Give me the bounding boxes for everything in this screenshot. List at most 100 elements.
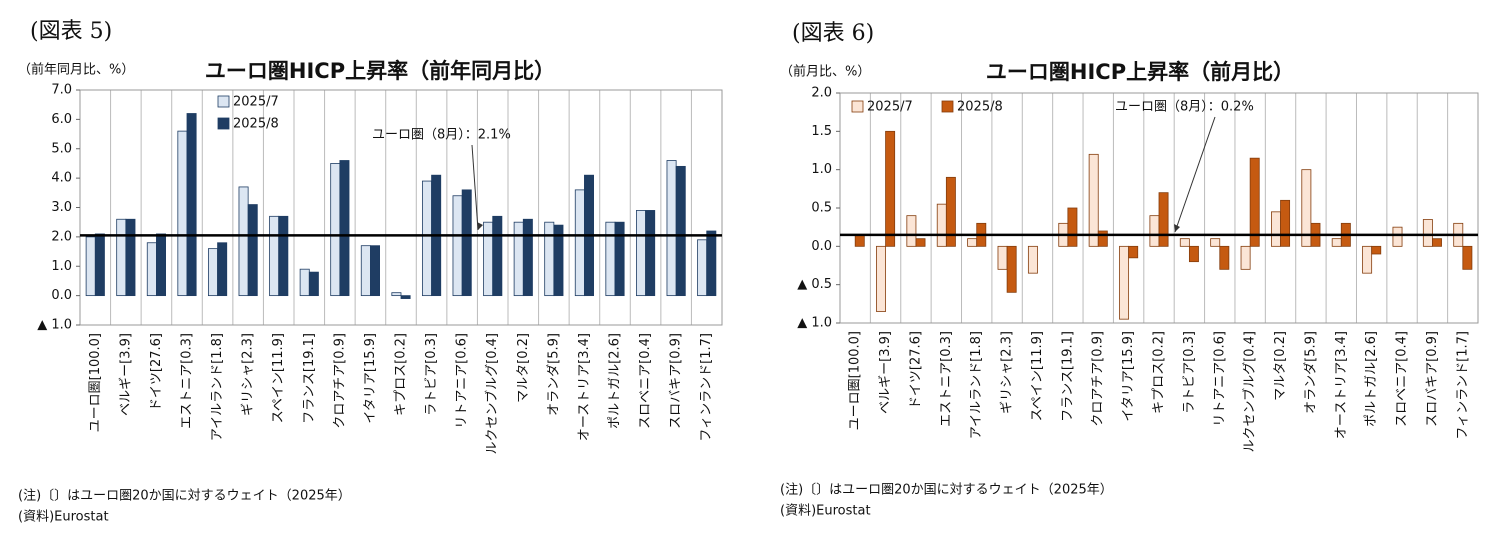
bar	[1331, 238, 1342, 247]
bar	[269, 215, 280, 297]
x-tick-label: リトアニア[0.6]	[1212, 331, 1227, 427]
bar	[1067, 207, 1078, 247]
x-tick-label: ラトビア[0.3]	[1182, 331, 1197, 414]
x-tick-label: クロアチア[0.9]	[1091, 331, 1106, 427]
bar	[936, 203, 947, 247]
bar	[675, 165, 686, 297]
bar	[360, 245, 371, 297]
legend-label: 2025/8	[233, 117, 279, 132]
annotation-arrowhead	[1174, 224, 1180, 232]
bar	[1128, 245, 1139, 259]
figure-label: (図表 6)	[792, 21, 874, 46]
x-tick-label: フィンランド[1.7]	[699, 333, 714, 442]
note: (注)〔〕はユーロ圏20か国に対するウェイト（2025年）	[780, 483, 1113, 498]
y-tick-label: 0.0	[51, 288, 72, 303]
bar	[85, 236, 96, 297]
legend-swatch	[941, 100, 954, 113]
bar	[1371, 245, 1382, 255]
x-tick-label: エストニア[0.3]	[939, 331, 954, 427]
bar	[915, 238, 926, 247]
bar	[1240, 245, 1251, 270]
legend-label: 2025/7	[233, 95, 279, 110]
y-tick-label: ▲ 0.5	[797, 277, 832, 292]
y-tick-label: 5.0	[51, 141, 72, 156]
bar	[1362, 245, 1373, 274]
bar	[1006, 245, 1017, 293]
bar	[1219, 245, 1230, 270]
y-tick-label: 1.0	[811, 162, 832, 177]
bar	[906, 215, 917, 247]
x-tick-label: ベルギー[3.9]	[118, 333, 133, 416]
bar	[1088, 153, 1099, 247]
x-tick-label: スロベニア[0.4]	[1395, 331, 1410, 427]
bar	[330, 163, 341, 297]
y-tick-label: 2.0	[811, 86, 832, 101]
annotation-arrowhead	[477, 222, 483, 230]
x-tick-label: アイルランド[1.8]	[969, 331, 984, 439]
bar	[1158, 192, 1169, 247]
x-tick-label: スペイン[11.9]	[1030, 331, 1045, 421]
y-tick-label: 0.0	[811, 239, 832, 254]
bar	[1188, 245, 1199, 263]
bar	[614, 221, 625, 297]
bar	[247, 204, 258, 297]
x-tick-label: キプロス[0.2]	[1152, 331, 1167, 414]
bar	[697, 239, 708, 297]
bar	[125, 218, 136, 297]
bar	[967, 238, 978, 247]
x-tick-label: オーストリア[3.4]	[1334, 331, 1349, 439]
y-axis-label: （前年同月比、%）	[18, 62, 134, 78]
y-axis-label: （前月比、%）	[780, 64, 870, 80]
bar	[1271, 211, 1281, 247]
bar	[1301, 169, 1312, 247]
bar	[1432, 238, 1442, 247]
x-tick-label: ポルトガル[2.6]	[608, 333, 623, 429]
bar	[339, 160, 350, 297]
bar	[1210, 238, 1221, 247]
note: (注)〔〕はユーロ圏20か国に対するウェイト（2025年）	[18, 489, 351, 504]
bar	[666, 160, 677, 297]
x-tick-label: ルクセンブルグ[0.4]	[1242, 331, 1258, 452]
x-tick-label: ルクセンブルグ[0.4]	[484, 333, 500, 454]
x-tick-label: アイルランド[1.8]	[210, 333, 225, 441]
bar	[177, 130, 188, 297]
bar	[217, 242, 228, 297]
bar	[483, 221, 494, 297]
bar	[854, 234, 865, 247]
y-tick-label: ▲ 1.0	[797, 316, 832, 331]
x-tick-label: リトアニア[0.6]	[455, 333, 470, 429]
bar	[513, 221, 524, 297]
bar	[876, 245, 886, 312]
x-tick-label: マルタ[0.2]	[1273, 331, 1288, 401]
y-tick-label: 6.0	[51, 112, 72, 127]
bar	[186, 113, 197, 297]
bar	[645, 210, 656, 297]
x-tick-label: ユーロ圏[100.0]	[848, 331, 863, 430]
x-tick-label: スロバキア[0.9]	[669, 333, 684, 429]
chart-title: ユーロ圏HICP上昇率（前月比）	[986, 60, 1294, 84]
y-tick-label: 2.0	[51, 229, 72, 244]
y-tick-label: 4.0	[51, 171, 72, 186]
bar	[278, 215, 289, 297]
note: (資料)Eurostat	[780, 504, 871, 519]
bar	[299, 268, 310, 297]
x-tick-label: フランス[19.1]	[1060, 331, 1075, 422]
bar	[1119, 245, 1130, 320]
legend-swatch	[217, 117, 230, 130]
y-tick-label: 0.5	[811, 201, 832, 216]
x-tick-label: フランス[19.1]	[302, 333, 317, 424]
bar	[370, 245, 380, 297]
bar	[544, 221, 555, 297]
x-tick-label: マルタ[0.2]	[516, 333, 531, 403]
bar	[1097, 230, 1108, 247]
x-tick-label: スペイン[11.9]	[271, 333, 286, 423]
bar	[574, 189, 585, 297]
annotation-arrow	[1174, 116, 1216, 233]
x-tick-label: イタリア[15.9]	[363, 333, 378, 424]
bar	[391, 292, 402, 297]
x-tick-label: ユーロ圏[100.0]	[88, 333, 103, 432]
x-tick-label: フィンランド[1.7]	[1455, 331, 1470, 440]
legend-swatch	[217, 95, 230, 108]
bar	[1392, 226, 1403, 247]
